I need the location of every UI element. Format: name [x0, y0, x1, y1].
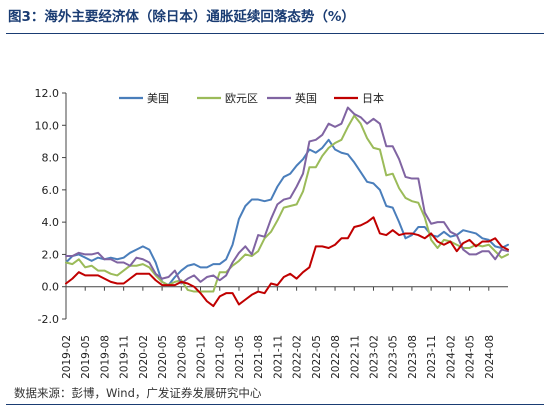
- x-tick-label: 2021-02: [215, 335, 227, 379]
- chart-axes: -2.0 0.0 2.0 4.0 6.0 8.0 10.0 12.0 2019-02 2019-0…: [35, 87, 508, 379]
- x-tick-label: 2023-05: [388, 335, 400, 379]
- y-tick-label: 4.0: [42, 216, 60, 229]
- y-tick-label: 12.0: [35, 87, 60, 100]
- y-tick-label: 10.0: [35, 119, 60, 132]
- legend-label-1: 美国: [147, 92, 169, 105]
- x-tick-label: 2019-11: [119, 335, 131, 379]
- x-tick-label: 2024-05: [465, 335, 477, 379]
- chart-legend: 美国 欧元区 英国 日本: [119, 91, 384, 105]
- chart-title: 图3：海外主要经济体（除日本）通胀延续回落态势（%）: [8, 9, 355, 25]
- series-line-4: [65, 216, 509, 308]
- y-tick-label: 2.0: [42, 248, 60, 261]
- chart-series-area: [65, 106, 509, 308]
- x-tick-label: 2022-05: [311, 335, 323, 379]
- series-line-2: [65, 114, 509, 293]
- x-tick-label: 2021-11: [272, 335, 284, 379]
- x-tick-label: 2020-08: [176, 335, 188, 379]
- x-tick-label: 2024-08: [484, 335, 496, 379]
- y-tick-label: 8.0: [42, 152, 60, 165]
- x-tick-label: 2022-11: [349, 335, 361, 379]
- y-tick-label: 0.0: [42, 281, 60, 294]
- x-tick-label: 2020-11: [196, 335, 208, 379]
- bottom-divider: [6, 404, 544, 405]
- x-tick-label: 2024-02: [445, 335, 457, 379]
- x-tick-label: 2019-05: [80, 335, 92, 379]
- x-tick-label: 2022-02: [292, 335, 304, 379]
- x-tick-label: 2022-08: [330, 335, 342, 379]
- line-chart: -2.0 0.0 2.0 4.0 6.0 8.0 10.0 12.0 2019-02 2019-0…: [35, 87, 509, 379]
- x-tick-label: 2019-08: [99, 335, 111, 379]
- legend-label-4: 日本: [362, 91, 384, 105]
- series-line-3: [65, 106, 509, 285]
- y-tick-label: 6.0: [42, 184, 60, 197]
- x-tick-label: 2023-08: [407, 335, 419, 379]
- x-tick-label: 2021-08: [253, 335, 265, 379]
- series-line-1: [65, 138, 509, 287]
- x-tick-label: 2019-02: [61, 335, 73, 379]
- x-tick-label: 2023-02: [368, 335, 380, 379]
- legend-label-3: 英国: [295, 91, 317, 105]
- x-tick-label: 2023-11: [426, 335, 438, 379]
- title-divider: [6, 33, 544, 34]
- x-tick-label: 2020-02: [138, 335, 150, 379]
- legend-label-2: 欧元区: [225, 92, 258, 105]
- data-source-note: 数据来源：彭博，Wind，广发证券发展研究中心: [14, 386, 262, 400]
- x-tick-label: 2021-05: [234, 335, 246, 379]
- x-tick-label: 2020-05: [157, 335, 169, 379]
- y-tick-label: -2.0: [38, 313, 59, 326]
